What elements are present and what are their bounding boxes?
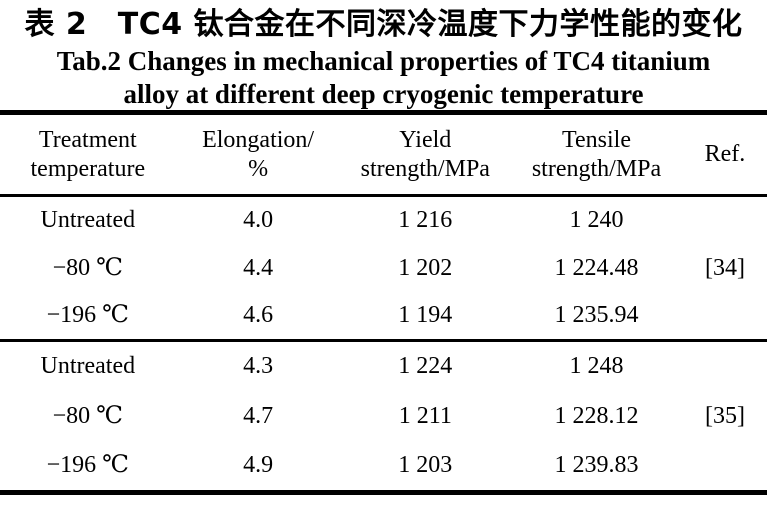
table-row: −80 ℃ 4.7 1 211 1 228.12 [35] bbox=[0, 391, 767, 441]
cell-elongation: 4.7 bbox=[243, 402, 274, 429]
cell-treatment: −196 ℃ bbox=[46, 302, 130, 329]
cell-tensile-strength: 1 228.12 bbox=[554, 402, 639, 429]
cell-tensile-strength: 1 240 bbox=[569, 207, 624, 234]
table-group-ref34: Untreated 4.0 1 216 1 240 −80 ℃ 4.4 1 20… bbox=[0, 197, 767, 340]
header-line: Yield bbox=[399, 126, 452, 153]
cell-elongation: 4.9 bbox=[243, 452, 274, 479]
cell-tensile-strength: 1 239.83 bbox=[554, 452, 639, 479]
header-line: Ref. bbox=[704, 141, 746, 167]
table-bottom-rule bbox=[0, 490, 767, 495]
table-row: Untreated 4.0 1 216 1 240 bbox=[0, 197, 767, 245]
header-line: Elongation/ bbox=[202, 126, 315, 153]
header-line: temperature bbox=[30, 155, 146, 182]
header-separator-rule bbox=[0, 194, 767, 197]
caption-english-line2: alloy at different deep cryogenic temper… bbox=[123, 78, 644, 109]
group-separator-rule bbox=[0, 339, 767, 342]
table-row: −196 ℃ 4.9 1 203 1 239.83 bbox=[0, 441, 767, 491]
cell-yield-strength: 1 224 bbox=[398, 353, 453, 380]
cell-elongation: 4.0 bbox=[243, 207, 274, 234]
table-caption-english: Tab.2 Changes in mechanical properties o… bbox=[0, 45, 767, 110]
table-caption-chinese: 表 2 TC4 钛合金在不同深冷温度下力学性能的变化 bbox=[24, 7, 743, 42]
cell-ref: [34] bbox=[704, 254, 745, 281]
cell-elongation: 4.4 bbox=[243, 254, 274, 281]
cell-tensile-strength: 1 235.94 bbox=[554, 302, 639, 329]
column-header-treatment-temperature: Treatment temperature bbox=[0, 126, 176, 184]
table-row: Untreated 4.3 1 224 1 248 bbox=[0, 342, 767, 392]
header-line: % bbox=[248, 155, 269, 182]
column-header-yield-strength: Yield strength/MPa bbox=[341, 126, 511, 184]
cell-ref: [35] bbox=[704, 402, 745, 429]
caption-english-line1: Tab.2 Changes in mechanical properties o… bbox=[56, 46, 711, 76]
table-row: −80 ℃ 4.4 1 202 1 224.48 [34] bbox=[0, 244, 767, 292]
header-line: Tensile bbox=[562, 126, 631, 153]
table-group-ref35: Untreated 4.3 1 224 1 248 −80 ℃ 4.7 1 21… bbox=[0, 342, 767, 491]
cell-elongation: 4.6 bbox=[243, 302, 274, 329]
table-header-row: Treatment temperature Elongation/ % Yiel… bbox=[0, 115, 767, 194]
cell-treatment: Untreated bbox=[40, 353, 136, 380]
cell-yield-strength: 1 194 bbox=[398, 302, 453, 329]
table-row: −196 ℃ 4.6 1 194 1 235.94 bbox=[0, 292, 767, 340]
cell-treatment: −80 ℃ bbox=[52, 254, 124, 281]
cell-treatment: −80 ℃ bbox=[52, 402, 124, 429]
column-header-ref: Ref. bbox=[683, 140, 767, 169]
cell-elongation: 4.3 bbox=[243, 353, 274, 380]
cell-tensile-strength: 1 224.48 bbox=[554, 254, 639, 281]
cell-treatment: −196 ℃ bbox=[46, 452, 130, 479]
cell-treatment: Untreated bbox=[40, 207, 136, 234]
column-header-elongation: Elongation/ % bbox=[176, 126, 341, 184]
header-line: strength/MPa bbox=[531, 155, 662, 182]
column-header-tensile-strength: Tensile strength/MPa bbox=[510, 126, 683, 184]
cell-yield-strength: 1 203 bbox=[398, 452, 453, 479]
cell-yield-strength: 1 202 bbox=[398, 254, 453, 281]
header-line: Treatment bbox=[38, 126, 137, 153]
cell-yield-strength: 1 216 bbox=[398, 207, 453, 234]
cell-tensile-strength: 1 248 bbox=[569, 353, 624, 380]
header-line: strength/MPa bbox=[360, 155, 490, 182]
cell-yield-strength: 1 211 bbox=[398, 402, 452, 429]
table-top-rule bbox=[0, 110, 767, 115]
